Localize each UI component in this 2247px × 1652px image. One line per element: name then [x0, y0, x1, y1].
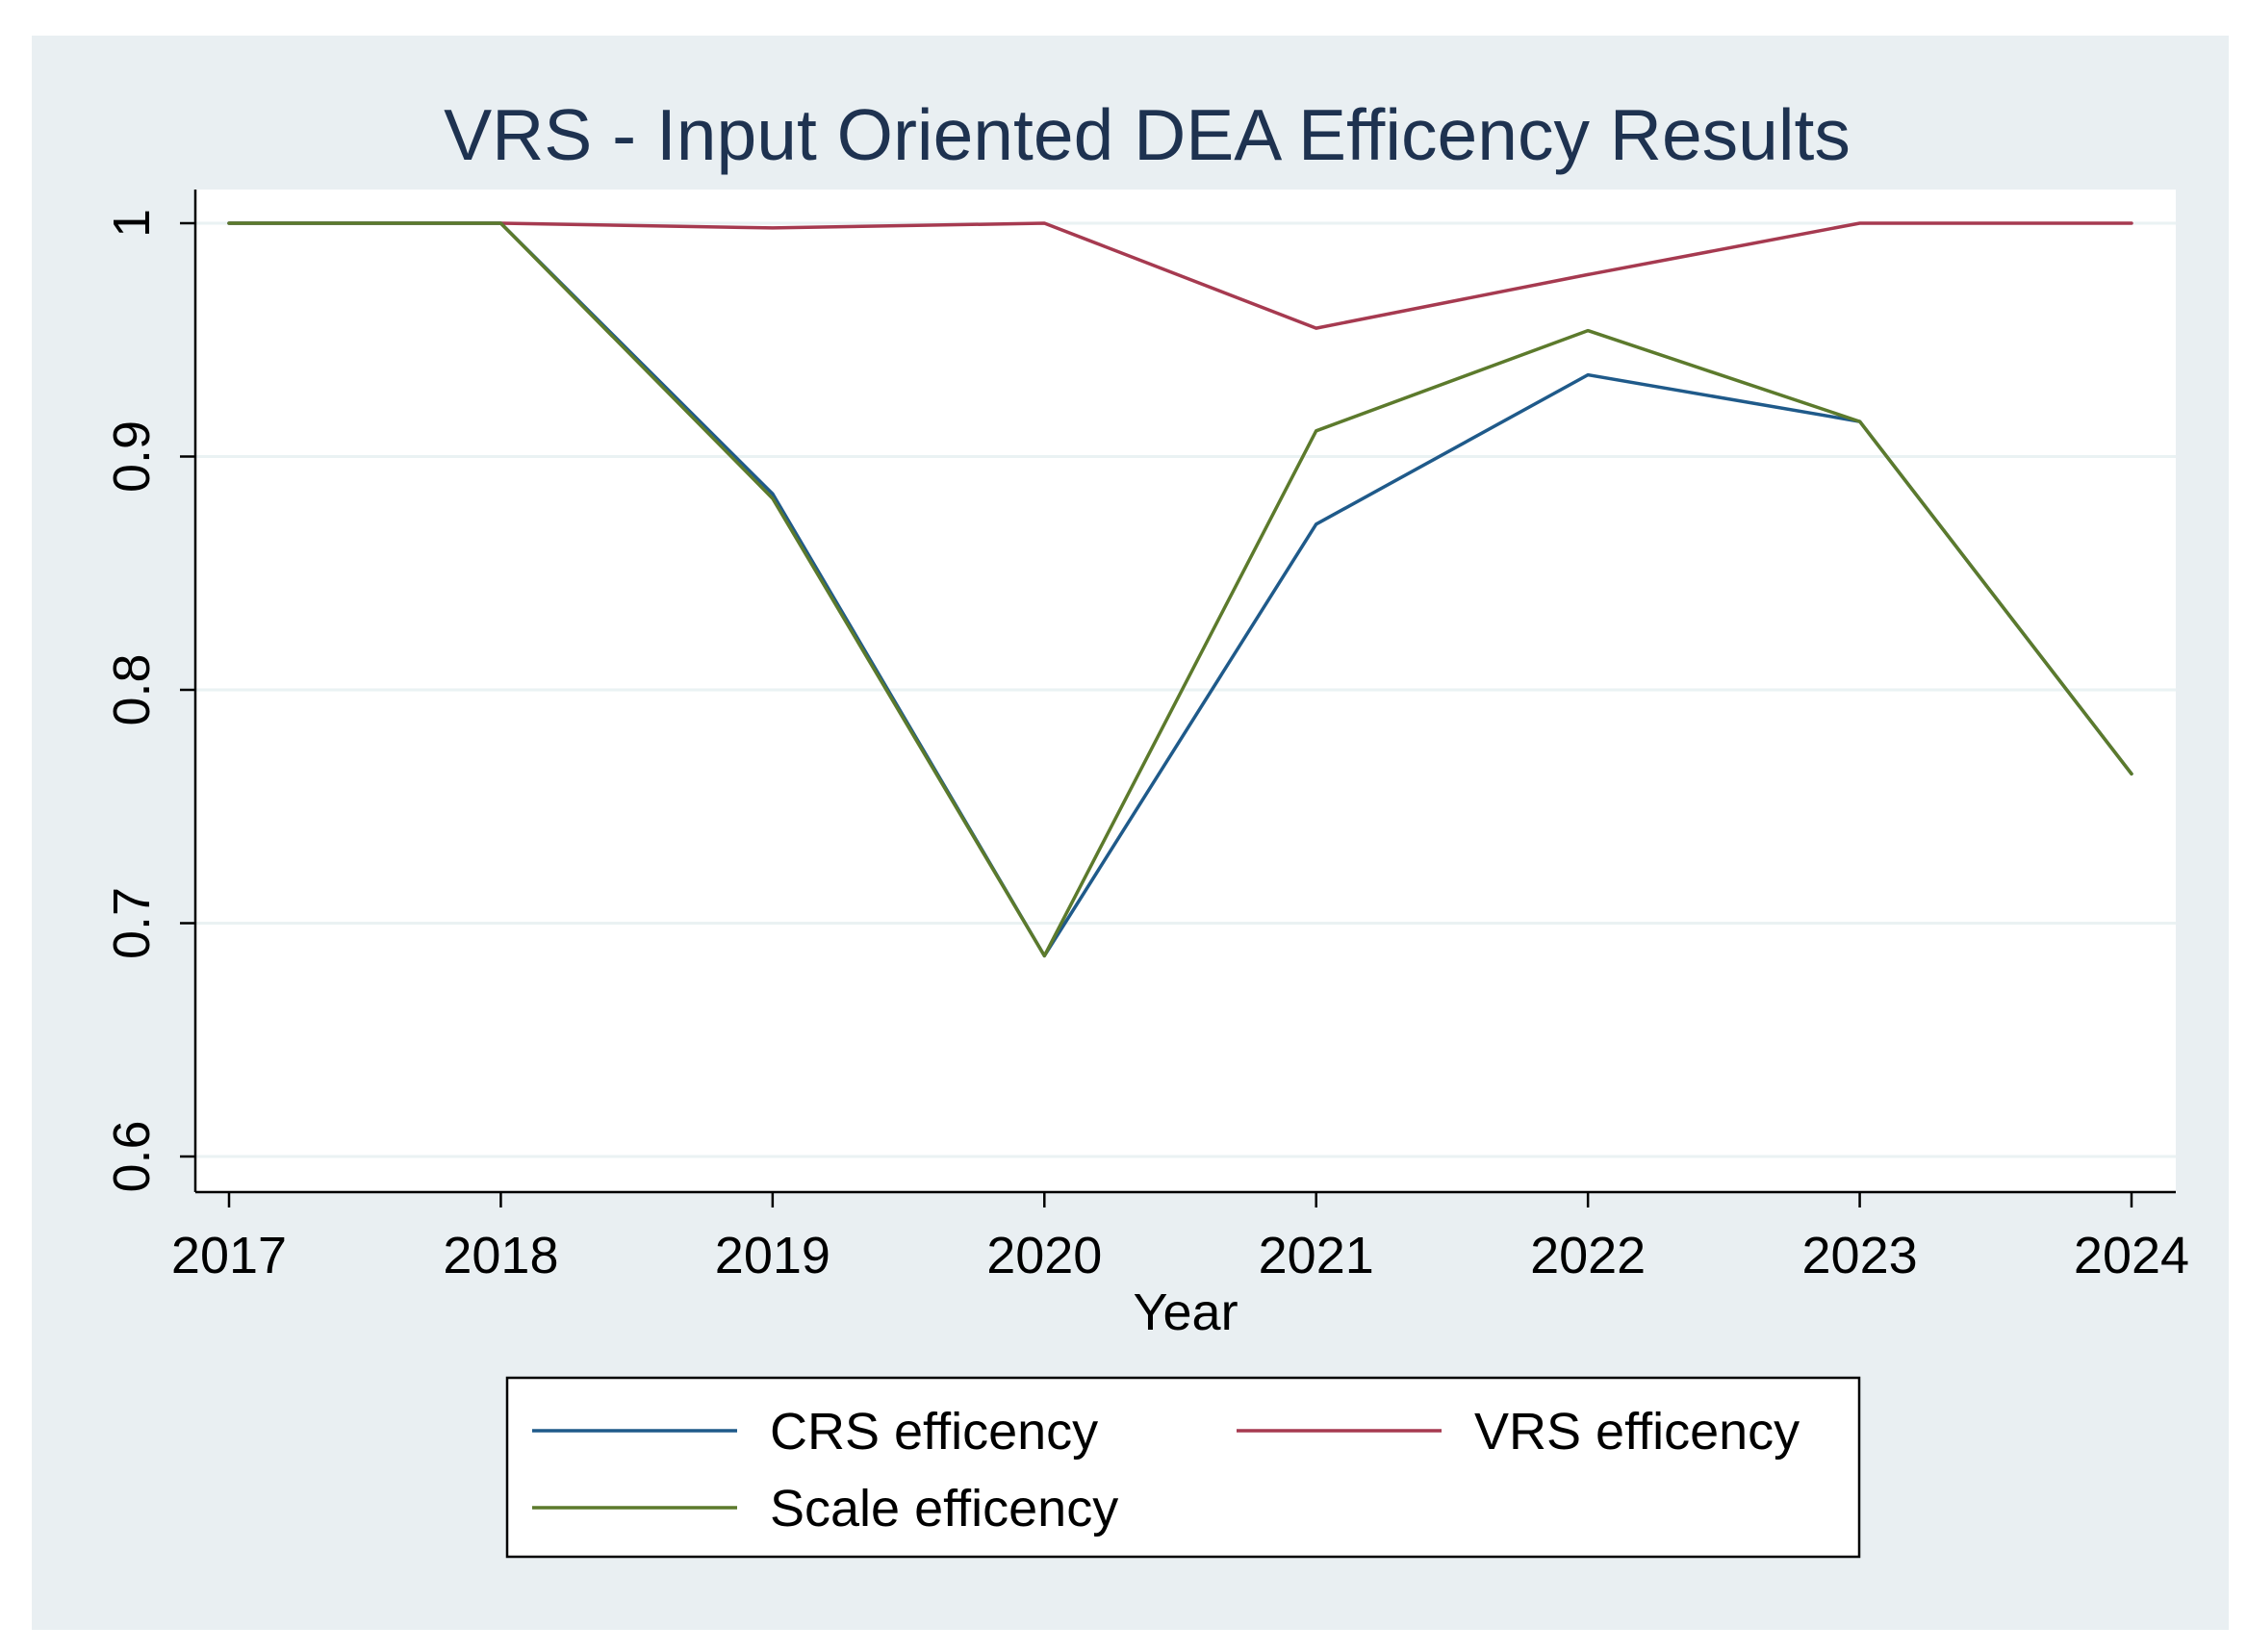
- y-tick-label-2: 0.8: [103, 653, 161, 725]
- y-tick-label-4: 1: [103, 209, 161, 238]
- y-tick-label-0: 0.6: [103, 1120, 161, 1192]
- legend-label-crs: CRS efficency: [770, 1403, 1098, 1461]
- x-axis-title: Year: [1133, 1283, 1238, 1341]
- x-tick-label-3: 2020: [986, 1227, 1102, 1284]
- series-line-vrs: [227, 221, 2133, 330]
- series-lines: [227, 221, 2133, 958]
- x-tick-label-0: 2017: [171, 1227, 287, 1284]
- legend: CRS efficency VRS efficency Scale effice…: [505, 1376, 1861, 1559]
- x-tick-label-2: 2019: [715, 1227, 830, 1284]
- y-tick-label-1: 0.7: [103, 887, 161, 959]
- legend-box: [505, 1376, 1861, 1559]
- legend-label-scale: Scale efficency: [770, 1480, 1118, 1538]
- x-tick-label-1: 2018: [443, 1227, 558, 1284]
- x-tick-label-7: 2024: [2074, 1227, 2189, 1284]
- y-axis-ticks: 0.6 0.7 0.8 0.9 1: [103, 209, 195, 1193]
- legend-label-vrs: VRS efficency: [1474, 1403, 1800, 1461]
- series-line-scale: [227, 221, 2133, 958]
- x-tick-label-4: 2021: [1259, 1227, 1374, 1284]
- x-tick-label-5: 2022: [1530, 1227, 1646, 1284]
- x-tick-label-6: 2023: [1802, 1227, 1918, 1284]
- chart-title: VRS - Input Oriented DEA Efficency Resul…: [444, 94, 1851, 175]
- y-tick-label-3: 0.9: [103, 420, 161, 493]
- x-axis-ticks: 2017 2018 2019 2020 2021 2022 2023 2024: [171, 1192, 2189, 1284]
